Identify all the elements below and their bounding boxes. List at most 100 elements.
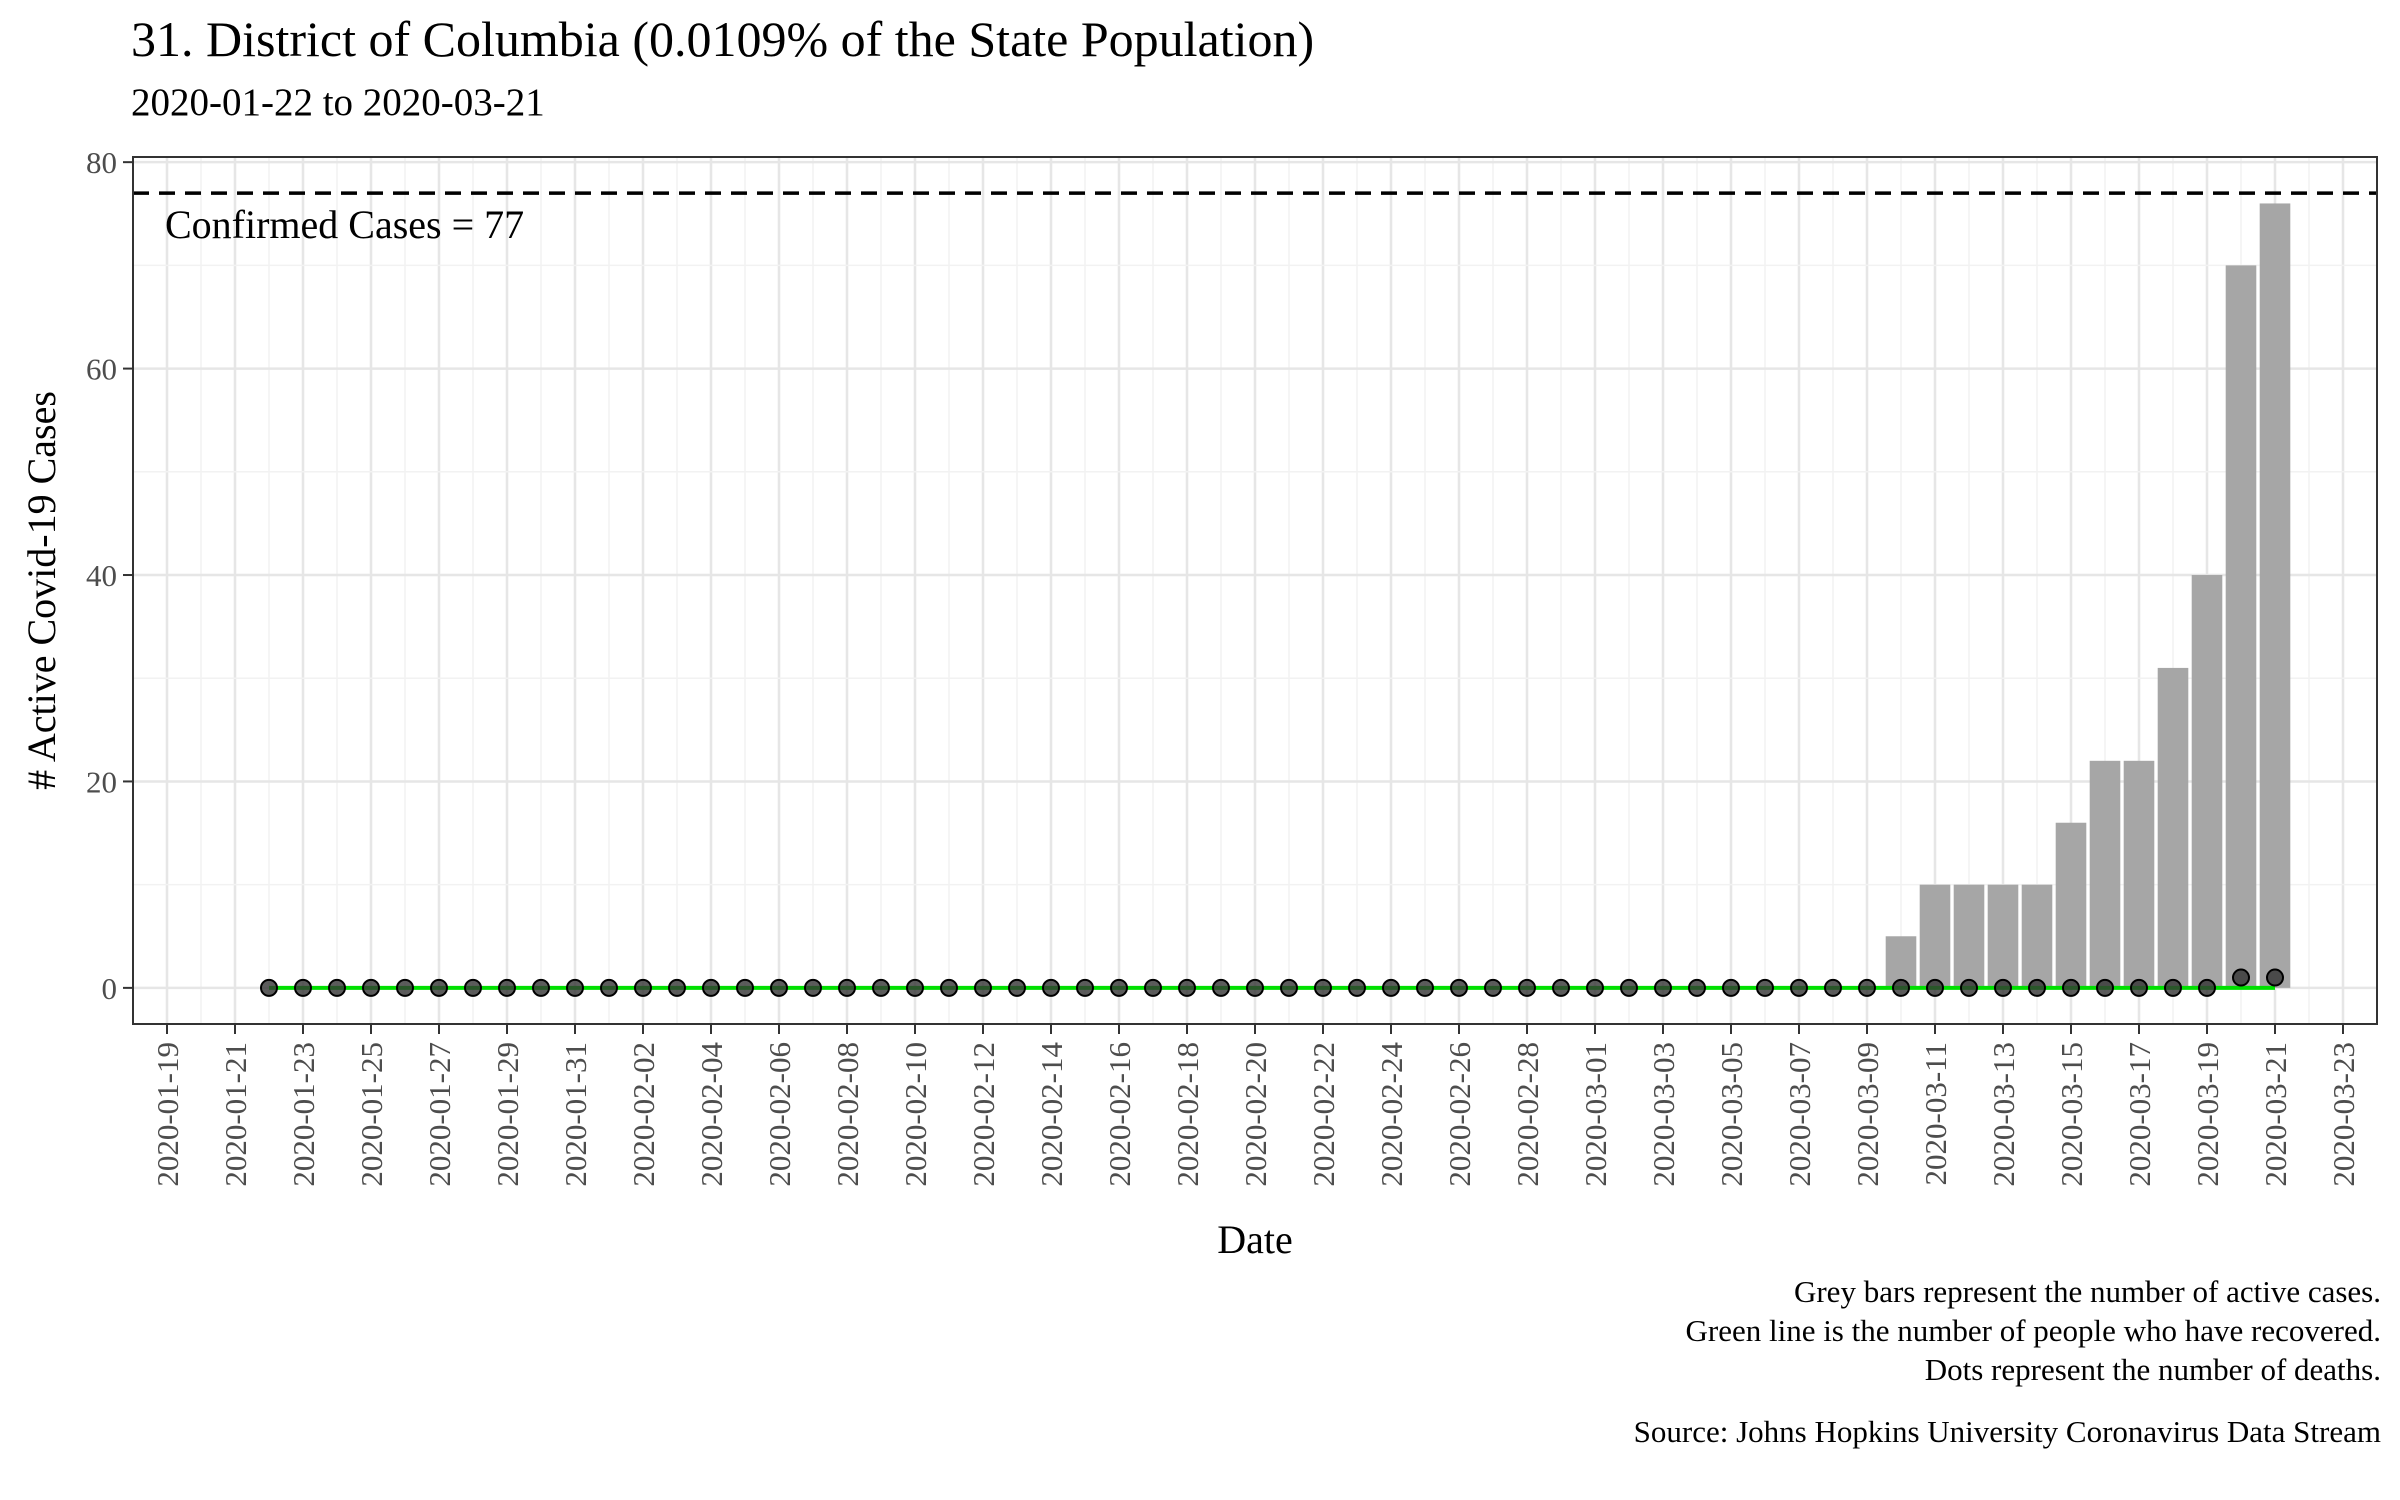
x-tick-label: 2020-02-04: [694, 1042, 729, 1187]
death-dot: [1042, 978, 1060, 997]
death-dot: [1688, 978, 1706, 997]
x-tick-label: 2020-01-21: [218, 1042, 253, 1187]
x-tick-label: 2020-03-21: [2258, 1042, 2293, 1187]
x-tick-label: 2020-03-07: [1782, 1042, 1817, 1187]
bar: [2021, 884, 2053, 988]
death-dot: [804, 978, 822, 997]
death-dot: [260, 978, 278, 997]
x-tick-label: 2020-02-28: [1510, 1042, 1545, 1187]
bar: [2089, 760, 2121, 988]
death-dot: [1790, 978, 1808, 997]
chart-subtitle: 2020-01-22 to 2020-03-21: [131, 81, 545, 124]
x-axis-label: Date: [1217, 1217, 1293, 1262]
death-dot: [736, 978, 754, 997]
death-dot: [2266, 968, 2284, 987]
death-dot: [872, 978, 890, 997]
death-dot: [1722, 978, 1740, 997]
death-dot: [294, 978, 312, 997]
x-tick-label: 2020-01-19: [150, 1042, 185, 1187]
y-tick-label: 80: [86, 145, 117, 180]
x-tick-label: 2020-01-25: [354, 1042, 389, 1187]
caption-line: Green line is the number of people who h…: [1685, 1313, 2381, 1348]
x-tick-label: 2020-01-27: [422, 1042, 457, 1187]
bar: [2055, 822, 2087, 988]
bar: [2259, 203, 2291, 988]
death-dot: [1858, 978, 1876, 997]
death-dot: [1586, 978, 1604, 997]
bar: [2157, 667, 2189, 988]
death-dot: [2130, 978, 2148, 997]
x-tick-label: 2020-03-11: [1918, 1042, 1953, 1186]
y-tick-label: 60: [86, 352, 117, 387]
confirmed-cases-label: Confirmed Cases = 77: [165, 202, 524, 247]
death-dot: [1382, 978, 1400, 997]
death-dot: [1518, 978, 1536, 997]
death-dot: [1144, 978, 1162, 997]
caption: Grey bars represent the number of active…: [1634, 1272, 2381, 1451]
death-dots: [260, 968, 2284, 997]
x-tick-label: 2020-02-18: [1170, 1042, 1205, 1187]
x-tick-label: 2020-02-20: [1238, 1042, 1273, 1187]
y-tick-label: 40: [86, 558, 117, 593]
axes: 0 20 40 60 80 2020-01-19 2020-01-21 2020-01-23 2…: [86, 145, 2361, 1186]
death-dot: [1552, 978, 1570, 997]
death-dot: [634, 978, 652, 997]
death-dot: [2164, 978, 2182, 997]
death-dot: [940, 978, 958, 997]
x-tick-label: 2020-03-09: [1850, 1042, 1885, 1187]
y-tick-label: 20: [86, 764, 117, 799]
chart-title: 31. District of Columbia (0.0109% of the…: [131, 11, 1315, 67]
death-dot: [362, 978, 380, 997]
x-tick-label: 2020-02-24: [1374, 1042, 1409, 1187]
death-dot: [702, 978, 720, 997]
death-dot: [532, 978, 550, 997]
death-dot: [1314, 978, 1332, 997]
death-dot: [1008, 978, 1026, 997]
x-tick-label: 2020-02-22: [1306, 1042, 1341, 1187]
death-dot: [1178, 978, 1196, 997]
bar: [1953, 884, 1985, 988]
x-tick-label: 2020-03-05: [1714, 1042, 1749, 1187]
x-tick-label: 2020-02-12: [966, 1042, 1001, 1187]
death-dot: [1416, 978, 1434, 997]
bar: [2191, 575, 2223, 988]
death-dot: [2028, 978, 2046, 997]
x-tick-label: 2020-02-14: [1034, 1042, 1069, 1187]
x-tick-label: 2020-03-03: [1646, 1042, 1681, 1187]
x-tick-label: 2020-02-08: [830, 1042, 865, 1187]
death-dot: [906, 978, 924, 997]
x-tick-label: 2020-03-01: [1578, 1042, 1613, 1187]
x-tick-label: 2020-02-10: [898, 1042, 933, 1187]
death-dot: [498, 978, 516, 997]
death-dot: [1484, 978, 1502, 997]
death-dot: [1892, 978, 1910, 997]
death-dot: [1212, 978, 1230, 997]
x-tick-label: 2020-02-26: [1442, 1042, 1477, 1187]
death-dot: [2198, 978, 2216, 997]
x-tick-label: 2020-01-23: [286, 1042, 321, 1187]
death-dot: [566, 978, 584, 997]
death-dot: [1654, 978, 1672, 997]
x-tick-label: 2020-02-02: [626, 1042, 661, 1187]
death-dot: [2232, 968, 2250, 987]
death-dot: [770, 978, 788, 997]
death-dot: [1620, 978, 1638, 997]
bar: [2225, 265, 2257, 988]
x-tick-label: 2020-01-29: [490, 1042, 525, 1187]
death-dot: [1110, 978, 1128, 997]
reference-line-group: Confirmed Cases = 77: [133, 191, 2377, 247]
x-tick-label: 2020-03-13: [1986, 1042, 2021, 1187]
death-dot: [1348, 978, 1366, 997]
x-tick-label: 2020-02-06: [762, 1042, 797, 1187]
bar: [1919, 884, 1951, 988]
caption-line: Grey bars represent the number of active…: [1793, 1274, 2381, 1309]
death-dot: [1450, 978, 1468, 997]
death-dot: [974, 978, 992, 997]
death-dot: [396, 978, 414, 997]
x-tick-label: 2020-01-31: [558, 1042, 593, 1187]
death-dot: [600, 978, 618, 997]
death-dot: [430, 978, 448, 997]
x-tick-label: 2020-03-15: [2054, 1042, 2089, 1187]
y-tick-label: 0: [102, 971, 118, 1006]
